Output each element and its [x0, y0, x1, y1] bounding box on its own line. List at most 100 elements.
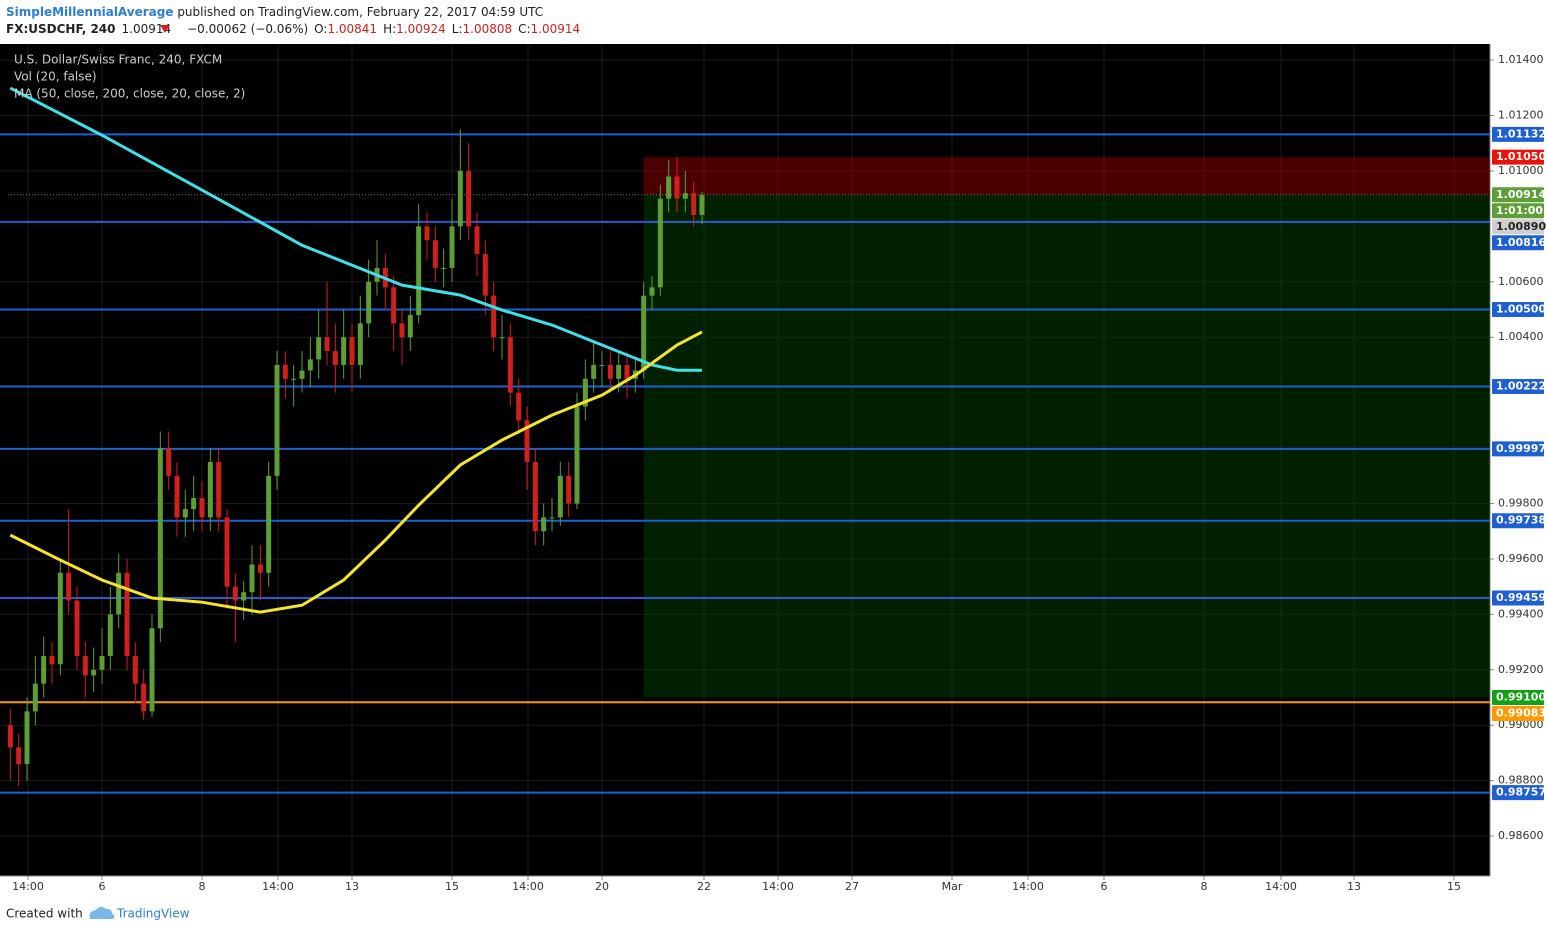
price-label-box	[1492, 126, 1544, 142]
price-label-box	[1492, 203, 1544, 219]
candle-body	[541, 517, 547, 532]
change: −0.00062 (−0.06%)	[187, 22, 308, 36]
candle-body	[624, 364, 630, 379]
symbol: FX:USDCHF, 240	[6, 22, 116, 36]
plot-layer	[0, 44, 1490, 876]
author-link[interactable]: SimpleMillennialAverage	[6, 5, 174, 19]
x-tick-label: 15	[1447, 880, 1461, 893]
candle-body	[66, 572, 72, 601]
low-value: 1.00808	[463, 22, 513, 36]
price-label-box	[1492, 219, 1544, 235]
candle-body	[599, 364, 605, 366]
candle-body	[91, 669, 97, 676]
candle-body	[232, 586, 238, 601]
price-label-box	[1492, 302, 1544, 318]
price-label-box	[1492, 149, 1544, 165]
legend-text: Vol (20, false)	[14, 70, 97, 84]
candle-body	[324, 337, 330, 352]
candle-body	[474, 226, 480, 255]
candle-body	[241, 592, 247, 601]
candle-body	[674, 176, 680, 199]
candle-body	[141, 683, 147, 712]
candle-body	[366, 281, 372, 324]
y-tick-label: 1.01200	[1498, 109, 1544, 122]
candle-body	[591, 364, 597, 379]
candle-body	[649, 287, 655, 296]
candle-body	[49, 655, 55, 665]
candle-body	[399, 323, 405, 338]
x-tick-label: 6	[1101, 880, 1108, 893]
candle-body	[124, 572, 130, 656]
price-label: 0.99083	[1496, 707, 1546, 720]
candle-body	[224, 517, 230, 587]
x-tick-label: 14:00	[762, 880, 794, 893]
price-label-box	[1492, 379, 1544, 395]
y-tick-label: 0.99800	[1498, 497, 1544, 510]
x-tick-label: 14:00	[512, 880, 544, 893]
candle-body	[491, 295, 497, 338]
candle-body	[191, 497, 197, 510]
close-value: 1.00914	[531, 22, 581, 36]
candle-body	[291, 378, 297, 380]
y-tick-label: 0.99000	[1498, 718, 1544, 731]
x-tick-label: 8	[1201, 880, 1208, 893]
candle-body	[641, 295, 647, 371]
x-tick-label: 14:00	[1265, 880, 1297, 893]
down-arrow-icon	[160, 25, 170, 33]
high-value: 1.00924	[396, 22, 446, 36]
price-label: 1.00222	[1496, 380, 1546, 393]
y-tick-label: 1.01400	[1498, 53, 1544, 66]
candle-body	[157, 448, 163, 629]
last-price: 1.00914	[122, 22, 172, 36]
legend-text: MA (50, close, 200, close, 20, close, 2)	[14, 87, 245, 101]
price-label: 0.99997	[1496, 442, 1546, 455]
candle-body	[449, 226, 455, 268]
candle-body	[32, 683, 38, 712]
price-label: 0.99100	[1496, 691, 1546, 704]
symbol-line: FX:USDCHF, 240 1.00914 −0.00062 (−0.06%) O:…	[6, 22, 580, 36]
candle-body	[99, 655, 105, 670]
candle-body	[507, 337, 513, 393]
low-label: L:	[452, 22, 463, 36]
x-tick-label: 6	[99, 880, 106, 893]
header-line: SimpleMillennialAverage published on Tra…	[6, 5, 543, 19]
candle-body	[207, 461, 213, 518]
x-tick-label: 27	[845, 880, 859, 893]
candle-body	[107, 614, 113, 656]
candle-body	[24, 711, 30, 765]
price-label: 1.01050	[1496, 150, 1546, 163]
open-value: 1.00841	[327, 22, 377, 36]
price-label-box	[1492, 590, 1544, 606]
candle-body	[557, 475, 563, 518]
footer-brand[interactable]: TradingView	[116, 907, 190, 921]
logo-icon	[89, 906, 115, 919]
candle-body	[7, 725, 13, 748]
stop-zone	[643, 157, 1490, 195]
candle-body	[657, 198, 663, 288]
candle-body	[166, 448, 172, 476]
published-text: published on TradingView.com, February 2…	[174, 5, 544, 19]
candle-body	[249, 564, 255, 593]
candle-body	[132, 655, 138, 684]
high-label: H:	[383, 22, 396, 36]
candle-body	[116, 572, 122, 615]
candle-body	[307, 359, 313, 371]
price-label-box	[1492, 785, 1544, 801]
legend-text: U.S. Dollar/Swiss Franc, 240, FXCM	[14, 53, 222, 67]
countdown-label: 1:01:00	[1496, 204, 1543, 217]
y-tick-label: 1.01000	[1498, 164, 1544, 177]
candle-body	[532, 461, 538, 532]
candle-body	[574, 406, 580, 504]
candle-body	[74, 600, 80, 656]
candle-body	[616, 364, 622, 379]
y-tick-label: 0.98600	[1498, 829, 1544, 842]
candle-body	[316, 337, 322, 360]
close-label: C:	[518, 22, 530, 36]
candle-body	[516, 392, 522, 421]
target-zone	[643, 194, 1490, 698]
x-tick-label: 14:00	[1012, 880, 1044, 893]
candle-body	[341, 337, 347, 365]
candle-body	[266, 475, 272, 573]
candle-body	[149, 628, 155, 712]
